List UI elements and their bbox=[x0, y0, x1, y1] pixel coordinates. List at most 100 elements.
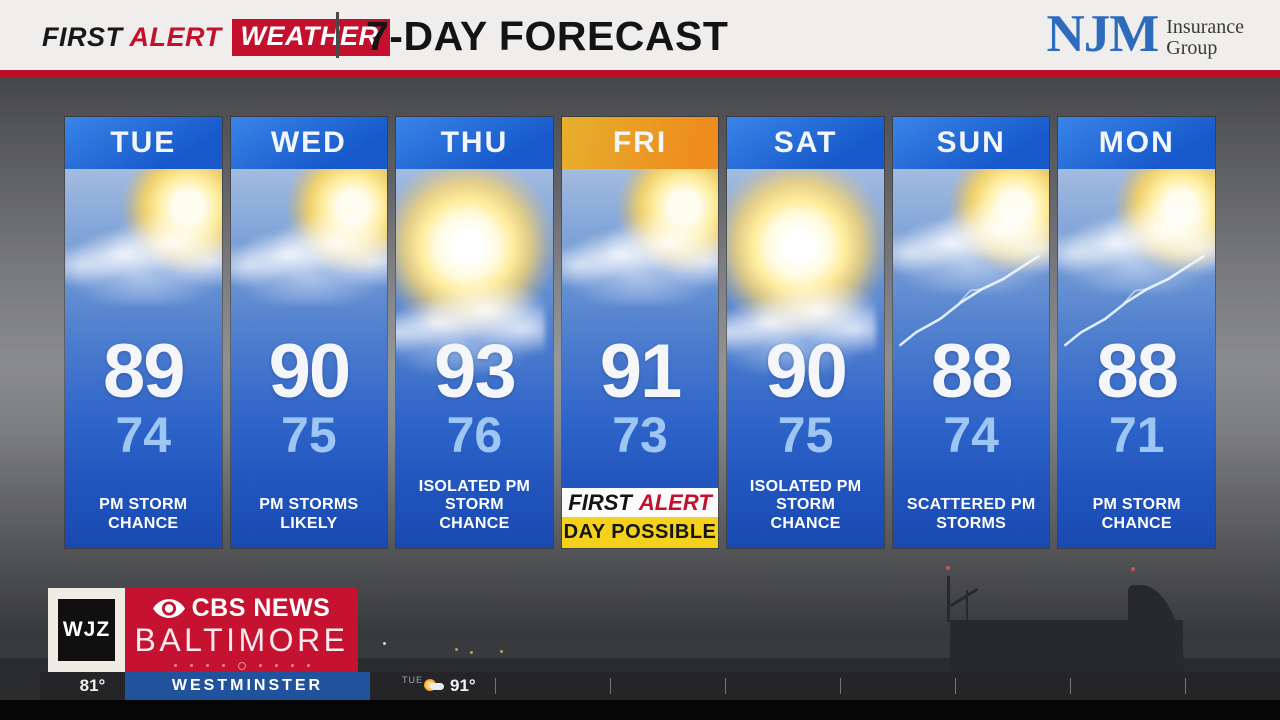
cloud-icon bbox=[727, 269, 876, 373]
forecast-column-fri: FRI 91 73 FIRST ALERT DAY POSSIBLE bbox=[561, 117, 719, 548]
dot bbox=[189, 664, 193, 667]
ticker-temp: 91° bbox=[450, 676, 476, 695]
low-temp: 74 bbox=[943, 407, 999, 463]
letterbox-bottom bbox=[0, 700, 1280, 720]
lightning-icon bbox=[898, 254, 1040, 347]
sky-graphic: 93 76 ISOLATED PM STORM CHANCE bbox=[396, 169, 553, 548]
first-alert-banner: FIRST ALERT bbox=[561, 488, 719, 517]
ticker-divider bbox=[495, 678, 496, 694]
high-temp: 88 bbox=[930, 329, 1014, 414]
dots-row bbox=[173, 661, 310, 671]
day-label: SAT bbox=[773, 126, 838, 159]
day-header: SUN bbox=[892, 117, 1050, 169]
forecast-column-sun: SUN 88 74 SCATTERED PM STORMS bbox=[892, 117, 1050, 548]
ticker-divider bbox=[725, 678, 726, 694]
low-temp: 75 bbox=[777, 407, 834, 463]
high-temp: 89 bbox=[103, 329, 186, 414]
day-label: TUE bbox=[110, 126, 177, 159]
sky-graphic: 88 71 PM STORM CHANCE bbox=[1058, 169, 1216, 548]
cloud-icon bbox=[65, 201, 222, 305]
cloud-icon bbox=[892, 189, 1050, 293]
day-label: MON bbox=[1098, 126, 1175, 159]
ticker-divider bbox=[610, 678, 611, 694]
day-header: TUE bbox=[65, 117, 222, 169]
dot bbox=[258, 664, 262, 667]
forecast-column-tue: TUE 89 74 PM STORM CHANCE bbox=[65, 117, 222, 548]
high-temp: 90 bbox=[268, 329, 352, 414]
sky-graphic: 90 75 PM STORMS LIKELY bbox=[230, 169, 388, 548]
dot bbox=[221, 664, 225, 667]
day-header-alert: FRI bbox=[561, 117, 719, 169]
day-label: FRI bbox=[612, 126, 668, 159]
condition-text: SCATTERED PM STORMS bbox=[906, 496, 1036, 532]
day-header: WED bbox=[230, 117, 388, 169]
condition-text: PM STORM CHANCE bbox=[1092, 496, 1181, 532]
dot bbox=[274, 664, 278, 667]
header-bar: FIRST ALERT WEATHER 7-DAY FORECAST NJM I… bbox=[0, 0, 1280, 70]
page-title: 7-DAY FORECAST bbox=[366, 13, 729, 59]
baltimore-text: BALTIMORE bbox=[134, 621, 349, 658]
njm-group-line: Group bbox=[1166, 37, 1218, 59]
high-temp: 90 bbox=[765, 329, 848, 414]
shore-light bbox=[470, 651, 473, 654]
forecast-columns: TUE 89 74 PM STORM CHANCE WED 90 75 PM S… bbox=[65, 117, 1216, 548]
cbs-eye-icon bbox=[152, 598, 185, 618]
sky-graphic: 90 75 ISOLATED PM STORM CHANCE bbox=[727, 169, 884, 548]
ticker-divider bbox=[1070, 678, 1071, 694]
low-temp: 71 bbox=[1108, 407, 1165, 463]
low-temp: 75 bbox=[281, 407, 337, 463]
location-banner: WESTMINSTER bbox=[125, 672, 370, 700]
lightning-icon bbox=[1064, 254, 1206, 347]
mast-silhouette bbox=[966, 590, 968, 622]
day-label: SUN bbox=[936, 126, 1006, 159]
day-header: SAT bbox=[727, 117, 884, 169]
ticker-cloud-icon bbox=[430, 683, 444, 690]
header-accent-bar bbox=[0, 70, 1280, 78]
dot bbox=[173, 664, 177, 667]
forecast-column-sat: SAT 90 75 ISOLATED PM STORM CHANCE bbox=[727, 117, 884, 548]
dot bbox=[290, 664, 294, 667]
day-header: THU bbox=[396, 117, 553, 169]
cloud-icon bbox=[230, 201, 388, 305]
cloud-icon bbox=[396, 269, 545, 373]
shore-light bbox=[383, 642, 386, 645]
lower-ticker-bar: 81° WESTMINSTER TUE 91° bbox=[40, 672, 1280, 700]
shore-light bbox=[455, 648, 458, 651]
beacon-light bbox=[1131, 567, 1135, 571]
high-temp: 93 bbox=[434, 329, 517, 414]
current-temp: 81° bbox=[79, 676, 106, 695]
banner-alert-text: ALERT bbox=[638, 489, 712, 515]
forecast-column-wed: WED 90 75 PM STORMS LIKELY bbox=[230, 117, 388, 548]
sky-graphic: 91 73 FIRST ALERT DAY POSSIBLE bbox=[561, 169, 719, 548]
low-temp: 74 bbox=[115, 407, 172, 463]
cbs-news-row: CBS NEWS bbox=[152, 593, 331, 623]
condition-text: PM STORM CHANCE bbox=[99, 496, 188, 532]
low-temp: 76 bbox=[446, 407, 503, 463]
mast-silhouette bbox=[947, 576, 950, 622]
condition-text: ISOLATED PM STORM CHANCE bbox=[749, 477, 862, 532]
wjz-logo: WJZ bbox=[58, 599, 115, 661]
dot bbox=[205, 664, 209, 667]
dot-ring bbox=[237, 661, 246, 670]
njm-subtext: Insurance Group bbox=[1166, 17, 1244, 63]
day-label: THU bbox=[440, 126, 509, 159]
sky-graphic: 88 74 SCATTERED PM STORMS bbox=[892, 169, 1050, 548]
njm-insurance-logo: NJM Insurance Group bbox=[1046, 5, 1244, 63]
njm-wordmark: NJM bbox=[1046, 5, 1159, 63]
dot bbox=[306, 664, 310, 667]
cbs-news-text: CBS NEWS bbox=[191, 593, 331, 622]
day-header: MON bbox=[1058, 117, 1216, 169]
day-label: WED bbox=[270, 126, 347, 159]
brand-alert-text: ALERT bbox=[129, 22, 222, 52]
ticker-divider bbox=[955, 678, 956, 694]
banner-first-text: FIRST bbox=[568, 489, 632, 515]
cloud-icon bbox=[1058, 189, 1216, 293]
beacon-light bbox=[946, 566, 950, 570]
brand-first-text: FIRST bbox=[42, 22, 123, 52]
high-temp: 88 bbox=[1096, 329, 1179, 414]
ticker-day-label: TUE bbox=[402, 675, 423, 685]
header-divider bbox=[336, 12, 339, 58]
cbs-news-baltimore-bug: CBS NEWS BALTIMORE bbox=[125, 588, 358, 672]
ticker-divider bbox=[1185, 678, 1186, 694]
forecast-column-thu: THU 93 76 ISOLATED PM STORM CHANCE bbox=[396, 117, 553, 548]
